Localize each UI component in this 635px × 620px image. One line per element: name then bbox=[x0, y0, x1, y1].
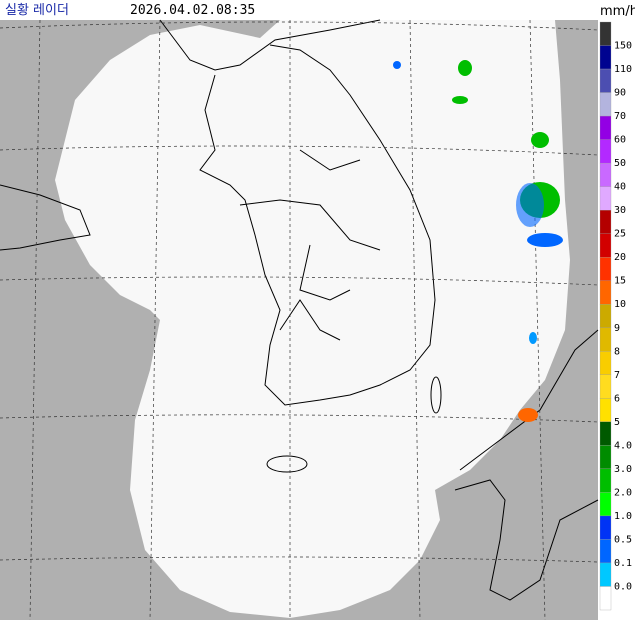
echoes bbox=[393, 60, 563, 422]
legend-label: 20 bbox=[614, 252, 626, 263]
legend-label: 0.1 bbox=[614, 558, 632, 569]
legend-label: 30 bbox=[614, 205, 626, 216]
legend-label: 0.5 bbox=[614, 534, 632, 545]
legend-swatch bbox=[599, 492, 612, 517]
legend-swatch bbox=[599, 233, 612, 258]
legend-swatch bbox=[599, 210, 612, 234]
legend-label: 4.0 bbox=[614, 440, 632, 451]
unit: mm/h bbox=[600, 4, 635, 19]
title: 실황 레이더 bbox=[5, 3, 69, 18]
legend-swatch bbox=[599, 186, 612, 211]
graticule bbox=[0, 19, 599, 620]
timestamp: 2026.04.02.08:35 bbox=[130, 3, 255, 18]
legend-swatch bbox=[599, 468, 612, 493]
legend-label: 150 bbox=[614, 41, 632, 52]
legend-label: 8 bbox=[614, 346, 620, 357]
legend-label: 10 bbox=[614, 299, 626, 310]
legend-swatch bbox=[599, 421, 612, 446]
legend-label: 110 bbox=[614, 64, 632, 75]
legend-label: 25 bbox=[614, 229, 626, 240]
legend-swatch bbox=[599, 562, 612, 587]
legend-label: 6 bbox=[614, 393, 620, 404]
legend-swatch bbox=[599, 68, 612, 93]
legend-label: 3.0 bbox=[614, 464, 632, 475]
legend-label: 50 bbox=[614, 158, 626, 169]
legend-swatch bbox=[599, 586, 612, 611]
legend-label: 1.0 bbox=[614, 511, 632, 522]
legend-swatch bbox=[599, 398, 612, 422]
legend-swatch bbox=[599, 304, 612, 328]
legend-swatch bbox=[599, 515, 612, 540]
legend-label: 9 bbox=[614, 323, 620, 334]
legend-label: 40 bbox=[614, 182, 626, 193]
legend-swatch bbox=[599, 280, 612, 305]
legend-label: 60 bbox=[614, 135, 626, 146]
legend-label: 7 bbox=[614, 370, 620, 381]
legend-swatch bbox=[599, 539, 612, 564]
legend-swatch bbox=[599, 115, 612, 140]
legend-swatch bbox=[599, 45, 612, 70]
legend-swatch bbox=[599, 162, 612, 187]
legend-label: 2.0 bbox=[614, 487, 632, 498]
legend-label: 70 bbox=[614, 111, 626, 122]
legend: 150 110 90 70 60 50 40 30 25 20 15 10 9 8 7 6 5 4.0 3.0 2.0… bbox=[599, 21, 632, 611]
legend-swatch bbox=[599, 92, 612, 117]
map bbox=[0, 19, 599, 620]
legend-swatch bbox=[599, 374, 612, 399]
legend-swatch bbox=[599, 327, 612, 352]
legend-label: 90 bbox=[614, 88, 626, 99]
legend-label: 5 bbox=[614, 417, 620, 428]
legend-swatch bbox=[599, 21, 612, 46]
legend-label: 0.0 bbox=[614, 581, 632, 592]
legend-swatch bbox=[599, 351, 612, 375]
legend-swatch bbox=[599, 445, 612, 470]
legend-swatch bbox=[599, 257, 612, 281]
legend-label: 15 bbox=[614, 276, 626, 287]
legend-swatch bbox=[599, 139, 612, 164]
